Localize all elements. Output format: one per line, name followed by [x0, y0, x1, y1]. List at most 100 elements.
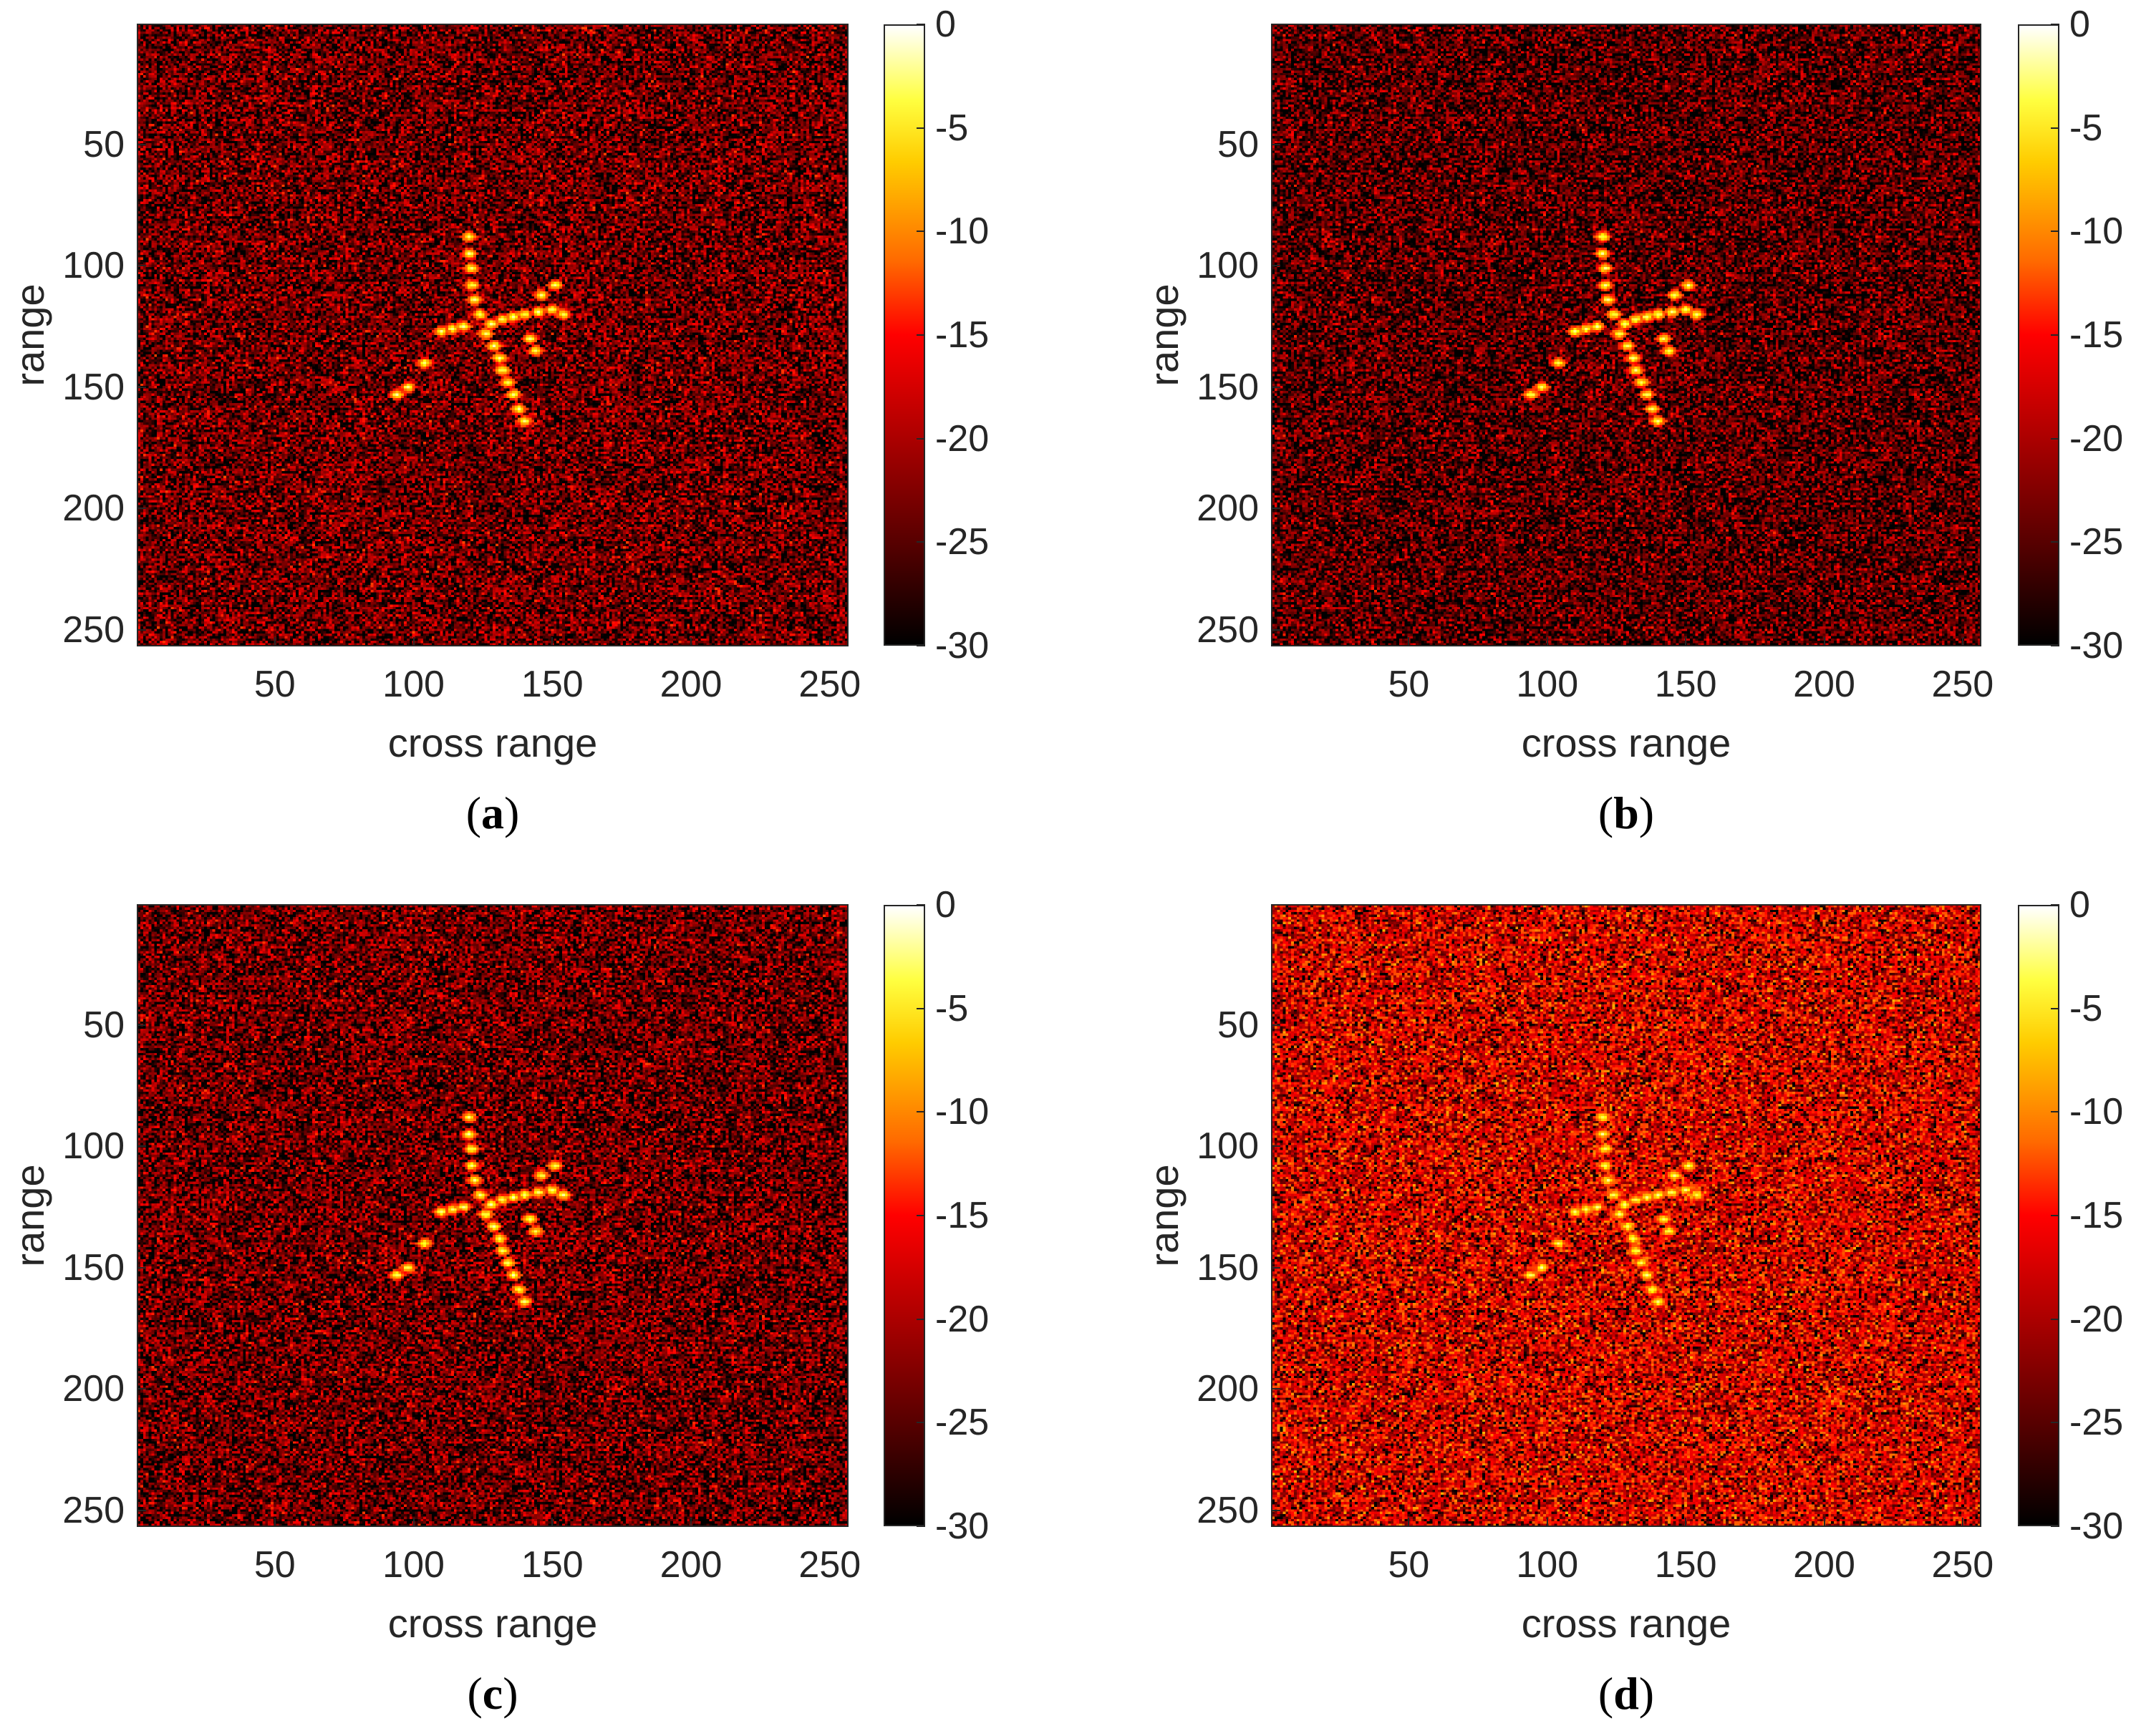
x-tick-mark	[690, 637, 692, 646]
y-tick-mark	[137, 508, 146, 510]
x-tick-label: 50	[253, 1544, 296, 1586]
colorbar-tick-label: -5	[935, 107, 969, 149]
y-tick-mark	[137, 1509, 146, 1511]
colorbar-tick-label: -15	[2069, 1195, 2124, 1236]
colorbar-tick-mark	[917, 541, 925, 543]
plot-axes-frame	[137, 904, 849, 1527]
colorbar-tick-mark	[2051, 645, 2059, 646]
y-tick-label: 150	[62, 366, 125, 408]
colorbar-tick-label: -20	[2069, 1298, 2124, 1340]
x-axis-label: cross range	[387, 1601, 598, 1646]
colorbar-tick-mark	[917, 645, 925, 646]
x-tick-label: 100	[382, 1544, 445, 1586]
x-tick-label: 200	[1793, 1544, 1855, 1586]
colorbar-tick-label: -10	[2069, 1091, 2124, 1133]
x-tick-label: 200	[1793, 664, 1855, 705]
colorbar-tick-mark	[2051, 904, 2059, 906]
y-tick-label: 50	[83, 123, 125, 165]
y-tick-mark	[1272, 265, 1280, 267]
colorbar-tick-mark	[917, 1526, 925, 1527]
heatmap-image	[137, 905, 848, 1526]
x-axis-label: cross range	[387, 720, 598, 765]
x-tick-label: 50	[1388, 1544, 1430, 1586]
colorbar-tick-label: 0	[935, 884, 956, 926]
colorbar-tick-mark	[917, 1007, 925, 1009]
x-tick-label: 250	[1931, 664, 1994, 705]
colorbar-tick-label: -15	[935, 314, 990, 356]
colorbar-tick-mark	[2051, 541, 2059, 543]
y-tick-label: 100	[62, 245, 125, 287]
plot-axes-frame	[137, 24, 849, 646]
colorbar-tick-label: -10	[2069, 210, 2124, 253]
y-tick-mark	[137, 1388, 146, 1390]
heatmap-image	[1272, 905, 1981, 1526]
colorbar-tick-label: -20	[935, 417, 990, 460]
y-tick-label: 100	[1197, 245, 1259, 287]
colorbar-tick-mark	[2051, 437, 2059, 440]
colorbar-tick-mark	[917, 904, 925, 906]
colorbar-tick-label: 0	[935, 4, 956, 45]
y-tick-mark	[1272, 508, 1280, 510]
y-tick-mark	[137, 1145, 146, 1148]
y-tick-mark	[137, 1266, 146, 1269]
x-tick-label: 200	[659, 1544, 723, 1586]
y-tick-mark	[1272, 1024, 1280, 1026]
y-axis-label: range	[1141, 283, 1187, 387]
colorbar-tick-mark	[2051, 1422, 2059, 1424]
x-tick-label: 150	[521, 664, 584, 705]
colorbar-tick-mark	[917, 24, 925, 25]
panel-label: (a)	[465, 787, 520, 838]
y-tick-mark	[1272, 386, 1280, 388]
x-tick-label: 50	[1388, 664, 1430, 705]
x-tick-mark	[1408, 1518, 1410, 1526]
x-tick-label: 150	[1654, 664, 1717, 705]
y-tick-mark	[137, 386, 146, 388]
colorbar-tick-mark	[917, 1215, 925, 1216]
colorbar-tick-label: -25	[935, 1402, 990, 1444]
x-tick-label: 150	[521, 1544, 584, 1586]
colorbar-tick-label: -10	[935, 210, 990, 253]
y-tick-mark	[137, 629, 146, 631]
x-tick-mark	[1961, 637, 1963, 646]
y-tick-mark	[1272, 143, 1280, 145]
x-tick-mark	[1546, 637, 1548, 646]
y-tick-label: 150	[1197, 1246, 1259, 1289]
panel-label: (b)	[1598, 787, 1655, 838]
y-tick-label: 150	[1197, 366, 1259, 408]
x-tick-label: 200	[659, 664, 723, 705]
colorbar-tick-label: -30	[2069, 625, 2124, 666]
colorbar-tick-mark	[2051, 231, 2059, 233]
x-axis-label: cross range	[1521, 1601, 1731, 1646]
x-tick-mark	[412, 1518, 415, 1526]
colorbar-tick-label: -15	[2069, 314, 2124, 356]
x-tick-mark	[828, 637, 831, 646]
y-tick-label: 250	[1197, 608, 1259, 651]
colorbar-tick-label: -5	[935, 987, 969, 1029]
colorbar-tick-mark	[2051, 1111, 2059, 1113]
colorbar-tick-mark	[917, 127, 925, 129]
x-tick-mark	[1961, 1518, 1963, 1526]
plot-axes-frame	[1271, 24, 1981, 646]
colorbar-tick-label: -5	[2069, 987, 2103, 1029]
colorbar-tick-mark	[917, 1111, 925, 1113]
x-tick-label: 150	[1654, 1544, 1717, 1586]
colorbar-tick-mark	[2051, 334, 2059, 336]
y-tick-label: 50	[83, 1004, 125, 1046]
x-tick-label: 100	[1516, 1544, 1579, 1586]
y-tick-label: 200	[1197, 1368, 1259, 1410]
y-tick-mark	[1272, 1388, 1280, 1390]
colorbar-tick-mark	[917, 437, 925, 440]
x-tick-mark	[274, 637, 276, 646]
x-tick-label: 250	[798, 1544, 861, 1586]
x-tick-mark	[1685, 637, 1687, 646]
x-tick-label: 100	[382, 664, 445, 705]
y-tick-label: 250	[62, 608, 125, 651]
y-tick-label: 250	[62, 1489, 125, 1531]
x-tick-mark	[690, 1518, 692, 1526]
colorbar-tick-mark	[917, 1422, 925, 1424]
y-tick-label: 200	[62, 488, 125, 530]
x-axis-label: cross range	[1521, 720, 1731, 765]
plot-axes-frame	[1271, 904, 1981, 1527]
heatmap-image	[1272, 24, 1981, 646]
x-tick-mark	[1408, 637, 1410, 646]
